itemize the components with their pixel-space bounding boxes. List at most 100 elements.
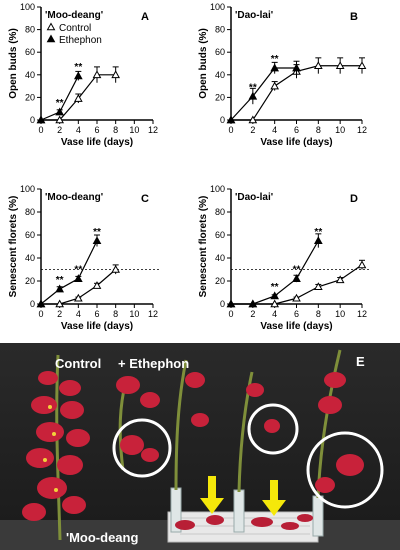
- x-tick-label: 6: [94, 309, 99, 319]
- chart-panel-c: 0 20 40 60 80 100 0 2 4 6 8 10 12 Vase life (days) Sen…: [8, 184, 161, 332]
- data-point: [270, 81, 280, 90]
- y-tick-label: 80: [25, 25, 35, 35]
- data-point: [73, 71, 83, 80]
- y-axis-label: Senescent florets (%): [8, 196, 19, 298]
- data-point: [335, 275, 345, 284]
- y-tick-label: 60: [25, 230, 35, 240]
- y-axis-label: Open buds (%): [198, 28, 209, 99]
- control-flowers: [22, 371, 90, 521]
- y-tick-label: 100: [20, 184, 35, 194]
- x-axis-label: Vase life (days): [61, 321, 133, 332]
- x-tick-label: 6: [94, 125, 99, 135]
- y-tick-label: 60: [215, 47, 225, 57]
- data-point: [55, 115, 65, 124]
- treated-flowers: [116, 372, 364, 493]
- y-tick-label: 20: [25, 92, 35, 102]
- data-point: [248, 115, 258, 124]
- data-point: [292, 274, 301, 282]
- x-tick-label: 8: [316, 309, 321, 319]
- data-point: [313, 236, 323, 245]
- significance-label: **: [293, 265, 301, 276]
- data-point: [92, 70, 102, 79]
- x-tick-label: 4: [76, 309, 81, 319]
- legend-label: Ethephon: [59, 35, 102, 46]
- x-tick-label: 10: [335, 125, 345, 135]
- highlight-circle: [306, 431, 384, 509]
- data-point: [270, 63, 280, 72]
- chart-panel-b: 0 20 40 60 80 100 0 2 4 6 8 10 12 Vase life (days) Ope…: [198, 2, 367, 148]
- x-tick-label: 10: [129, 125, 139, 135]
- significance-label: **: [314, 227, 322, 238]
- y-tick-label: 100: [210, 184, 225, 194]
- significance-label: **: [74, 62, 82, 73]
- x-tick-label: 2: [57, 309, 62, 319]
- y-tick-label: 80: [215, 25, 225, 35]
- x-tick-label: 10: [129, 309, 139, 319]
- data-point: [226, 299, 236, 308]
- photo-label-letter: E: [356, 354, 365, 369]
- chart-panel-d: 0 20 40 60 80 100 0 2 4 6 8 10 12 Vase life (days) Sen…: [198, 184, 370, 332]
- y-tick-label: 20: [25, 276, 35, 286]
- x-tick-label: 4: [76, 125, 81, 135]
- legend-marker: [46, 22, 56, 31]
- x-tick-label: 8: [316, 125, 321, 135]
- yellow-arrow: [262, 480, 286, 516]
- significance-label: **: [271, 282, 279, 293]
- x-tick-label: 0: [38, 125, 43, 135]
- y-axis-label: Open buds (%): [8, 28, 19, 99]
- data-point: [292, 293, 301, 302]
- data-point: [92, 281, 102, 289]
- significance-label: **: [271, 54, 279, 65]
- x-tick-label: 2: [250, 309, 255, 319]
- fallen-florets: [175, 514, 313, 530]
- x-tick-label: 6: [294, 309, 299, 319]
- x-tick-label: 4: [272, 309, 277, 319]
- y-tick-label: 60: [215, 230, 225, 240]
- x-tick-label: 12: [357, 125, 367, 135]
- y-tick-label: 0: [220, 299, 225, 309]
- x-tick-label: 8: [113, 125, 118, 135]
- significance-label: **: [56, 98, 64, 109]
- legend-label: Control: [59, 23, 91, 34]
- data-point: [270, 291, 280, 300]
- chart-panel-a: 0 20 40 60 80 100 0 2 4 6 8 10 12 Vase life (days) Ope…: [8, 2, 158, 148]
- data-point: [357, 61, 367, 70]
- vial: [312, 495, 324, 537]
- data-point: [36, 115, 46, 124]
- y-axis-label: Senescent florets (%): [198, 196, 209, 298]
- cultivar-label: 'Dao-lai': [235, 10, 273, 21]
- data-point: [226, 115, 236, 124]
- y-tick-label: 80: [25, 207, 35, 217]
- data-point: [313, 282, 323, 291]
- x-tick-label: 10: [335, 309, 345, 319]
- data-point: [292, 63, 301, 72]
- y-tick-label: 100: [210, 2, 225, 12]
- photo-label-treatment: + Ethephon: [118, 356, 189, 371]
- photo-label-cultivar: 'Moo-deang: [66, 530, 138, 545]
- x-tick-label: 12: [357, 309, 367, 319]
- data-point: [111, 70, 121, 79]
- control-flower-centers: [43, 405, 58, 492]
- x-tick-label: 4: [272, 125, 277, 135]
- y-tick-label: 20: [215, 92, 225, 102]
- data-point: [248, 299, 258, 308]
- x-tick-label: 2: [57, 125, 62, 135]
- cultivar-label: 'Dao-lai': [235, 192, 273, 203]
- data-point: [357, 260, 367, 269]
- y-tick-label: 40: [215, 253, 225, 263]
- x-tick-label: 0: [38, 309, 43, 319]
- panel-letter: A: [141, 11, 149, 23]
- significance-label: **: [56, 275, 64, 286]
- panel-letter: B: [350, 11, 358, 23]
- cultivar-label: 'Moo-deang': [45, 192, 103, 203]
- panel-letter: C: [141, 193, 149, 205]
- highlight-circle: [112, 418, 172, 478]
- x-tick-label: 0: [228, 309, 233, 319]
- significance-label: **: [74, 265, 82, 276]
- data-point: [92, 236, 102, 245]
- data-point: [73, 293, 83, 302]
- yellow-arrow: [200, 476, 224, 514]
- y-tick-label: 80: [215, 207, 225, 217]
